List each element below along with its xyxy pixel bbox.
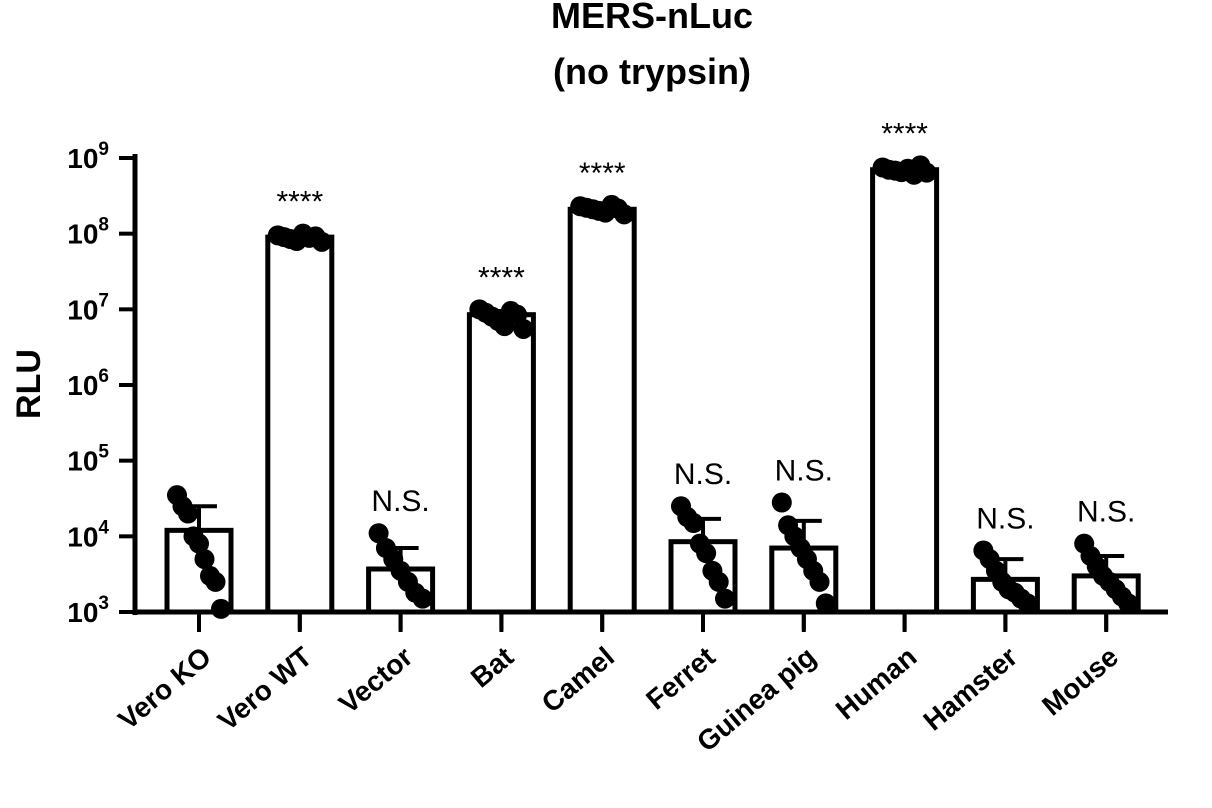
- category-label: Vero KO: [112, 641, 217, 736]
- significance-label: ****: [579, 157, 626, 190]
- category-label: Camel: [536, 641, 620, 719]
- data-point: [771, 492, 792, 513]
- bar: [466, 312, 536, 615]
- data-point: [815, 593, 836, 614]
- category-label: Human: [830, 641, 923, 726]
- chart-title-line-1: MERS-nLuc: [551, 0, 753, 36]
- y-tick-label: 105: [67, 442, 109, 477]
- significance-label: ****: [478, 261, 525, 294]
- significance-label: N.S.: [1077, 496, 1135, 529]
- plot-area: 103 104 105 106 107 108 109 Vero KO **** Vero WT N…: [67, 117, 1168, 758]
- data-point: [614, 204, 635, 225]
- significance-label: N.S.: [371, 485, 429, 518]
- significance-label: N.S.: [976, 502, 1034, 535]
- y-tick-label: 104: [67, 517, 109, 552]
- y-tick-label: 108: [67, 215, 109, 250]
- data-point: [708, 571, 729, 592]
- category-label: Vector: [333, 641, 419, 720]
- chart-title-line-2: (no trypsin): [553, 51, 751, 92]
- data-point: [189, 533, 209, 554]
- data-point: [696, 543, 717, 564]
- y-axis-label: RLU: [10, 349, 48, 419]
- significance-label: N.S.: [775, 454, 833, 487]
- significance-label: N.S.: [674, 458, 732, 491]
- data-point: [412, 588, 433, 609]
- data-point: [368, 523, 389, 544]
- data-point: [178, 503, 198, 524]
- data-point: [683, 513, 704, 534]
- bar: [870, 167, 940, 615]
- data-point: [194, 549, 215, 570]
- y-tick-label: 109: [67, 139, 109, 174]
- data-point: [513, 318, 534, 339]
- category-label: Ferret: [640, 641, 721, 716]
- y-tick-label: 107: [67, 290, 109, 325]
- data-point: [1017, 593, 1038, 614]
- data-point: [916, 162, 937, 183]
- data-point: [809, 571, 830, 592]
- data-point: [311, 231, 332, 252]
- data-point: [205, 571, 226, 592]
- category-label: Bat: [465, 641, 519, 694]
- significance-label: ****: [276, 186, 323, 219]
- y-tick-label: 106: [67, 366, 109, 401]
- significance-label: ****: [881, 117, 928, 150]
- data-point: [211, 598, 231, 619]
- category-label: Vero WT: [212, 641, 318, 737]
- y-tick-label: 103: [67, 593, 109, 628]
- category-label: Hamster: [917, 641, 1023, 737]
- bar: [265, 234, 335, 615]
- bar: [567, 206, 637, 615]
- data-point: [715, 588, 735, 609]
- data-point: [1118, 593, 1139, 614]
- category-label: Mouse: [1036, 641, 1124, 722]
